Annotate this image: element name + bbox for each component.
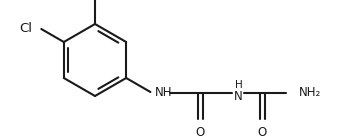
- Text: NH₂: NH₂: [299, 86, 321, 99]
- Text: H: H: [235, 80, 242, 90]
- Text: O: O: [196, 126, 205, 137]
- Text: N: N: [234, 89, 243, 102]
- Text: NH: NH: [155, 86, 172, 99]
- Text: O: O: [258, 126, 267, 137]
- Text: Cl: Cl: [19, 22, 32, 35]
